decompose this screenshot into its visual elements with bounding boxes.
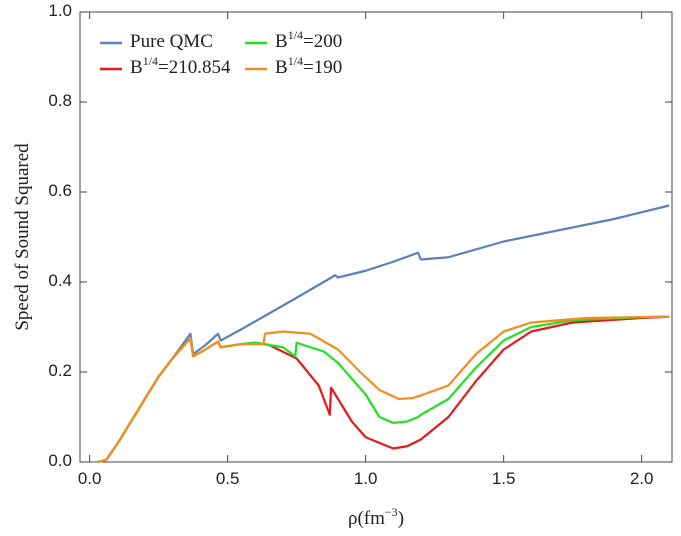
y-tick-label: 0.6: [48, 181, 72, 200]
x-tick-label: 1.0: [354, 469, 378, 488]
plot-frame: [79, 11, 673, 463]
legend-label: B1/4=190: [275, 54, 342, 79]
y-tick-label: 1.0: [48, 1, 72, 20]
series-line: [97, 315, 670, 464]
x-tick-label: 2.0: [630, 469, 654, 488]
x-tick-label: 0.0: [78, 469, 102, 488]
x-tick-label: 1.5: [492, 469, 516, 488]
x-axis-label: ρ(fm−3): [348, 505, 404, 530]
y-tick-label: 0.2: [48, 361, 72, 380]
x-tick-label: 0.5: [216, 469, 240, 488]
y-tick-label: 0.8: [48, 91, 72, 110]
series-line: [97, 315, 670, 464]
y-tick-label: 0.0: [48, 451, 72, 470]
legend-label: B1/4=210.854: [130, 54, 231, 79]
legend-label: Pure QMC: [130, 31, 213, 52]
legend-label: B1/4=200: [275, 28, 342, 53]
y-tick-label: 0.4: [48, 271, 72, 290]
series-line: [97, 204, 670, 464]
series-line: [97, 315, 670, 464]
y-axis-label: Speed of Sound Squared: [12, 143, 33, 331]
